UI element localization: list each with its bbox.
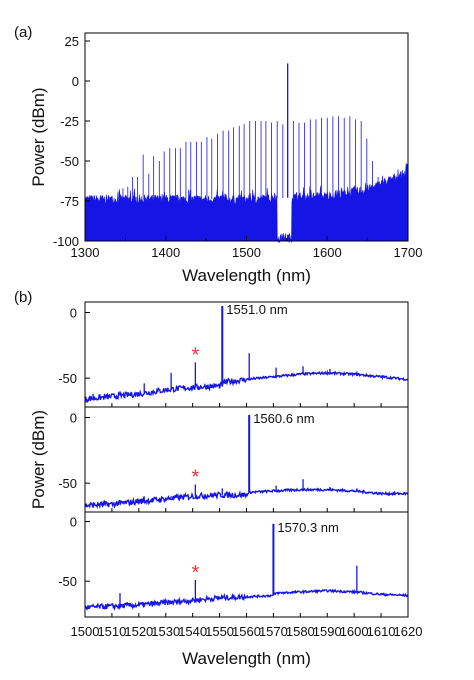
- y-tick-label-a: -100: [53, 234, 79, 249]
- asterisk-marker-b3: *: [191, 562, 199, 584]
- x-axis-label-a: Wavelength (nm): [182, 266, 311, 285]
- y-tick-label-a: -25: [60, 114, 79, 129]
- x-tick-label-b: 1590: [313, 624, 342, 639]
- x-tick-label-b: 1560: [232, 624, 261, 639]
- subplot-b2: 0 -50 1560.6 nm *: [58, 406, 409, 513]
- trace-b1: [84, 369, 409, 404]
- x-tick-label-a: 1400: [151, 245, 180, 260]
- x-tick-label-a: 1600: [313, 245, 342, 260]
- x-tick-label-b: 1610: [367, 624, 396, 639]
- y-axis-label-a: Power (dBm): [29, 87, 48, 186]
- y-axis-label-b: Power (dBm): [29, 410, 48, 509]
- x-tick-label-b: 1530: [151, 624, 180, 639]
- chart-b: 0 -50 1551.0 nm * 0 -50 1560.6 nm * 0 -50 1570.3 n…: [14, 289, 422, 668]
- x-tick-label-b: 1570: [259, 624, 288, 639]
- peak-annotation-b2: 1560.6 nm: [253, 411, 314, 426]
- x-tick-label-a: 1300: [71, 245, 100, 260]
- x-tick-label-a: 1700: [394, 245, 423, 260]
- trace-b3: [84, 588, 409, 612]
- panel-label-b: (b): [14, 289, 32, 306]
- y-tick-label-b1: 0: [70, 306, 77, 321]
- subplot-b3: 0 -50 1570.3 nm *: [58, 511, 409, 618]
- y-tick-label-b2: -50: [58, 476, 77, 491]
- subplot-b1: 0 -50 1551.0 nm *: [58, 301, 409, 408]
- x-tick-label-b: 1600: [340, 624, 369, 639]
- plot-frame-b3: [84, 511, 409, 618]
- y-tick-label-a: -50: [60, 154, 79, 169]
- peak-annotation-b1: 1551.0 nm: [226, 302, 287, 317]
- y-tick-label-b1: -50: [58, 371, 77, 386]
- y-tick-label-a: 25: [65, 34, 79, 49]
- x-tick-label-b: 1500: [71, 624, 100, 639]
- x-tick-label-a: 1500: [232, 245, 261, 260]
- y-tick-label-a: -75: [60, 194, 79, 209]
- y-tick-label-b2: 0: [70, 411, 77, 426]
- x-tick-label-b: 1520: [124, 624, 153, 639]
- peak-annotation-b3: 1570.3 nm: [277, 520, 338, 535]
- x-axis-label-b: Wavelength (nm): [182, 649, 311, 668]
- x-tick-label-b: 1510: [97, 624, 126, 639]
- x-tick-label-b: 1620: [394, 624, 423, 639]
- y-tick-label-b3: 0: [70, 515, 77, 530]
- trace-b2: [84, 487, 409, 510]
- asterisk-marker-b1: *: [191, 344, 199, 366]
- x-tick-label-b: 1550: [205, 624, 234, 639]
- asterisk-marker-b2: *: [191, 466, 199, 488]
- x-tick-label-b: 1580: [286, 624, 315, 639]
- x-tick-label-b: 1540: [178, 624, 207, 639]
- y-tick-label-a: 0: [72, 74, 79, 89]
- y-tick-label-b3: -50: [58, 574, 77, 589]
- panel-label-a: (a): [14, 24, 32, 41]
- noise-floor-a: [84, 162, 409, 243]
- chart-a: 1300 1400 1500 1600 1700 25 0 -25 -50 -75 -100 (a) W…: [14, 24, 422, 285]
- plot-frame-b1: [84, 301, 409, 408]
